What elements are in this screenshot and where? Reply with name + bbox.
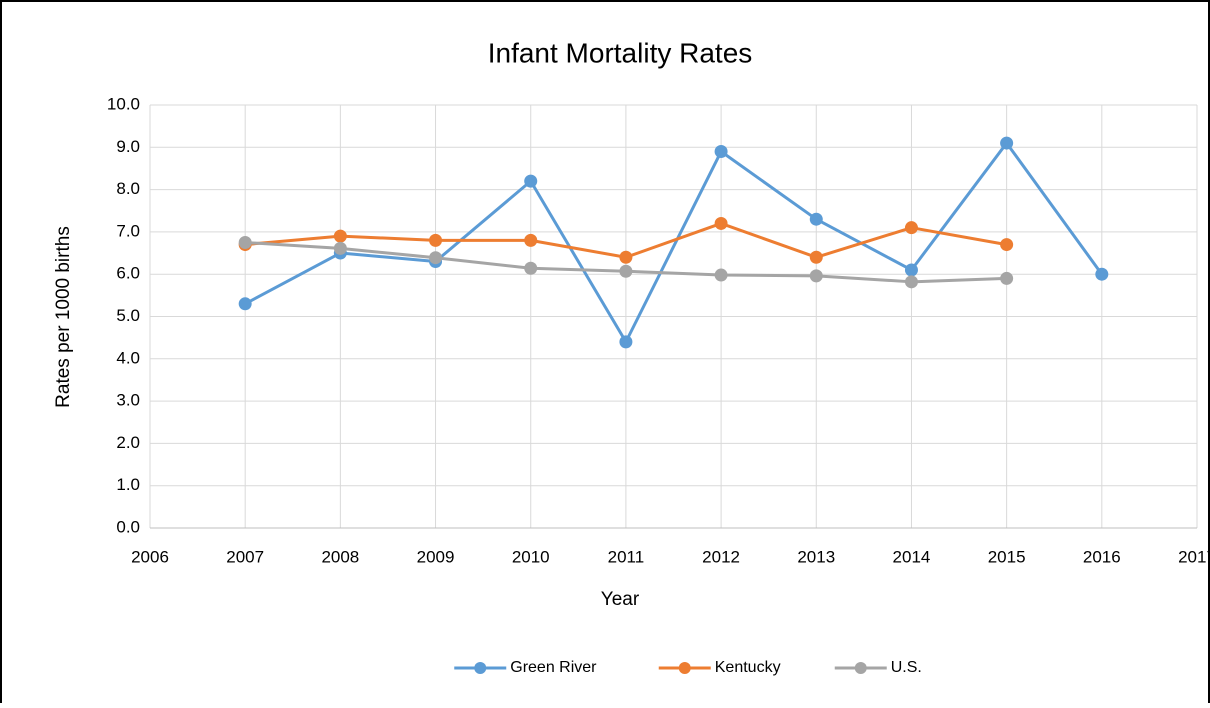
x-tick-label: 2014: [893, 547, 931, 566]
y-tick-label: 9.0: [116, 137, 140, 156]
data-point: [619, 335, 633, 349]
data-point: [524, 174, 538, 188]
y-tick-label: 4.0: [116, 348, 140, 367]
data-point: [714, 268, 728, 282]
data-point: [238, 235, 252, 249]
data-point: [238, 297, 252, 311]
y-tick-label: 6.0: [116, 264, 140, 283]
data-point: [429, 233, 443, 247]
x-tick-label: 2008: [321, 547, 359, 566]
y-axis-label: Rates per 1000 births: [53, 226, 74, 408]
y-tick-label: 10.0: [107, 94, 140, 113]
y-tick-label: 7.0: [116, 221, 140, 240]
data-point: [619, 264, 633, 278]
data-point: [524, 233, 538, 247]
x-tick-label: 2015: [988, 547, 1026, 566]
x-tick-label: 2010: [512, 547, 550, 566]
legend-label: U.S.: [891, 659, 922, 676]
x-axis-label: Year: [601, 589, 640, 610]
legend-marker: [474, 662, 487, 674]
data-point: [524, 261, 538, 275]
y-tick-label: 8.0: [116, 179, 140, 198]
data-point: [904, 275, 918, 289]
data-point: [333, 241, 347, 255]
series-line: [244, 141, 1104, 344]
y-tick-label: 5.0: [116, 306, 140, 325]
data-point: [904, 221, 918, 235]
data-point: [1095, 267, 1109, 281]
y-tick-label: 0.0: [116, 517, 140, 536]
legend-label: Kentucky: [715, 659, 781, 676]
y-tick-label: 1.0: [116, 475, 140, 494]
data-point: [809, 250, 823, 264]
x-tick-label: 2006: [131, 547, 169, 566]
y-tick-label: 3.0: [116, 391, 140, 410]
data-point: [1000, 271, 1014, 285]
legend-marker: [678, 662, 691, 674]
x-tick-label: 2012: [702, 547, 740, 566]
x-tick-label: 2017: [1178, 547, 1210, 566]
data-point: [1000, 238, 1014, 252]
data-point: [809, 269, 823, 283]
data-point: [714, 145, 728, 159]
chart-title: Infant Mortality Rates: [488, 37, 753, 68]
data-point: [429, 251, 443, 265]
x-tick-label: 2011: [608, 547, 645, 566]
legend-marker: [854, 662, 867, 674]
legend-label: Green River: [510, 659, 597, 676]
x-tick-label: 2013: [797, 547, 835, 566]
data-point: [809, 212, 823, 226]
data-point: [333, 229, 347, 243]
x-tick-label: 2007: [226, 547, 264, 566]
data-point: [904, 263, 918, 277]
x-tick-label: 2016: [1083, 547, 1121, 566]
data-point: [1000, 136, 1014, 150]
data-point: [714, 216, 728, 230]
data-point: [619, 250, 633, 264]
y-tick-label: 2.0: [116, 433, 140, 452]
x-tick-label: 2009: [417, 547, 455, 566]
